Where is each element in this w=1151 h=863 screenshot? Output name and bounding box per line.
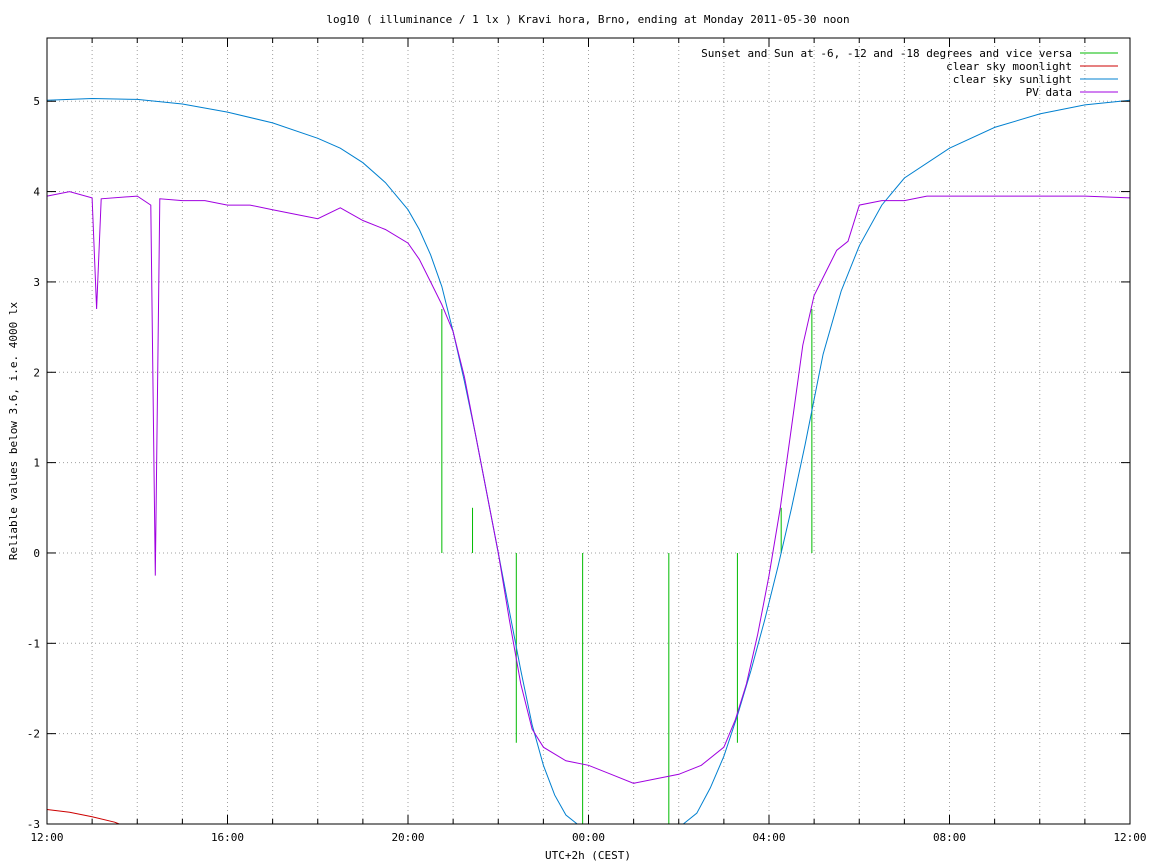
legend-label: clear sky moonlight: [946, 60, 1072, 73]
chart-title: log10 ( illuminance / 1 lx ) Kravi hora,…: [326, 13, 849, 26]
series-line-1: [46, 809, 120, 825]
x-tick-label: 00:00: [572, 831, 605, 844]
y-tick-label: 4: [33, 186, 40, 199]
y-tick-label: 1: [33, 457, 40, 470]
y-tick-label: -2: [27, 728, 40, 741]
series-line-2: [46, 97, 1131, 825]
y-tick-label: 3: [33, 276, 40, 289]
y-tick-label: 0: [33, 547, 40, 560]
x-tick-label: 04:00: [752, 831, 785, 844]
legend-label: clear sky sunlight: [953, 73, 1072, 86]
legend-label: Sunset and Sun at -6, -12 and -18 degree…: [701, 47, 1072, 60]
plot-area: [46, 97, 1131, 825]
x-tick-label: 08:00: [933, 831, 966, 844]
y-axis-label: Reliable values below 3.6, i.e. 4000 lx: [7, 301, 20, 560]
y-tick-label: -1: [27, 637, 40, 650]
y-tick-label: 5: [33, 95, 40, 108]
x-tick-label: 16:00: [211, 831, 244, 844]
legend-label: PV data: [1026, 86, 1072, 99]
grid: [47, 38, 1130, 824]
x-tick-label: 20:00: [391, 831, 424, 844]
x-tick-label: 12:00: [30, 831, 63, 844]
x-tick-label: 12:00: [1113, 831, 1146, 844]
y-tick-label: -3: [27, 818, 40, 831]
series-line-3: [46, 191, 1131, 784]
y-tick-label: 2: [33, 366, 40, 379]
axes: 12:00 16:00 20:00 00:00 04:00 08:00 12:00 5 4 3 2 1…: [27, 38, 1147, 844]
legend: Sunset and Sun at -6, -12 and -18 degree…: [701, 47, 1118, 99]
x-axis-label: UTC+2h (CEST): [545, 849, 631, 862]
